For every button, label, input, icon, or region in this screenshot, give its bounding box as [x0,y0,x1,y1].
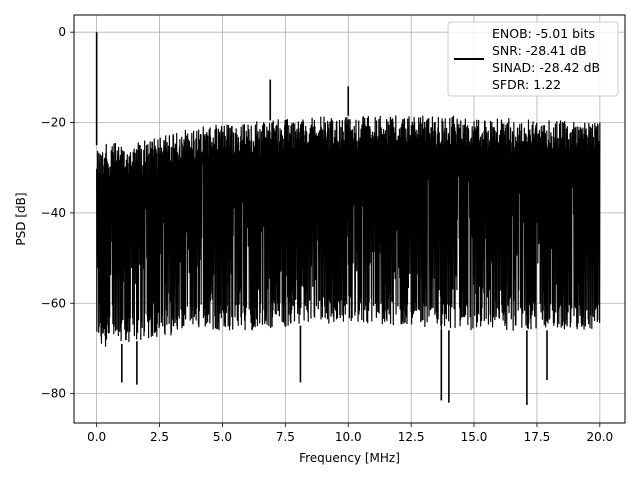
x-tick-label: 2.5 [150,430,169,444]
plot-frame [73,14,626,424]
x-tick-label: 10.0 [335,430,362,444]
y-tick-label: −20 [41,116,66,130]
y-tick-label: −40 [41,206,66,220]
y-axis-ticks: 0 −20 −40 −60 −80 [41,25,74,401]
x-axis-ticks: 0.0 2.5 5.0 7.5 10.0 12.5 15.0 17.5 20.0 [87,423,613,444]
x-tick-label: 5.0 [213,430,232,444]
x-tick-label: 20.0 [586,430,613,444]
legend-snr: SNR: -28.41 dB [492,43,587,58]
x-tick-label: 7.5 [276,430,295,444]
x-tick-label: 15.0 [461,430,488,444]
x-axis-title: Frequency [MHz] [299,451,400,465]
x-tick-label: 0.0 [87,430,106,444]
legend-box [447,21,619,97]
legend: ENOB: -5.01 bits SNR: -28.41 dB SINAD: -… [447,21,619,97]
legend-sinad: SINAD: -28.42 dB [492,60,600,75]
y-tick-label: −60 [41,296,66,310]
x-tick-label: 17.5 [524,430,551,444]
x-tick-label: 12.5 [398,430,425,444]
psd-series [95,32,601,405]
y-tick-label: 0 [58,25,66,39]
y-axis-title: PSD [dB] [14,192,28,245]
legend-enob: ENOB: -5.01 bits [492,26,595,41]
legend-sfdr: SFDR: 1.22 [492,77,561,92]
psd-noise-line [96,115,601,347]
y-tick-label: −80 [41,387,66,401]
